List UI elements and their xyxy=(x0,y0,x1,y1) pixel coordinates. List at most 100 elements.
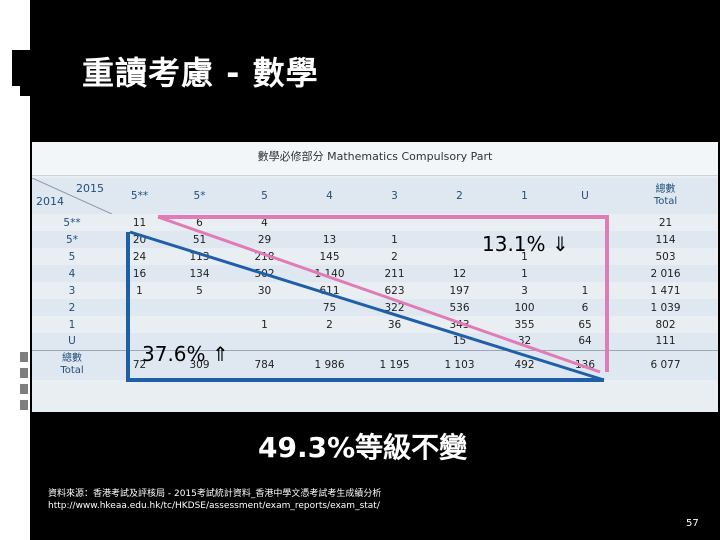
table-cell: 75 xyxy=(297,299,362,316)
table-cell: 211 xyxy=(362,265,427,282)
table-cell: 1 xyxy=(492,265,557,282)
table-cell: 6 xyxy=(557,299,613,316)
total-col-header: 總數 Total xyxy=(613,178,718,214)
table-cell: 5 xyxy=(196,284,203,297)
table-cell: 6 xyxy=(196,216,203,229)
results-table-image: 數學必修部分 Mathematics Compulsory Part 2015 … xyxy=(32,142,718,412)
table-cell: 2 xyxy=(326,318,333,331)
table-cell: 113 xyxy=(189,250,210,263)
source-url: http://www.hkeaa.edu.hk/tc/HKDSE/assessm… xyxy=(48,501,380,511)
table-cell: 1 xyxy=(261,318,268,331)
table-row: 3 1 5 30 611 623 197 3 1 1 471 xyxy=(32,282,718,299)
total-col-label-zh: 總數 xyxy=(655,184,676,195)
table-cell xyxy=(112,299,167,316)
table-body: 5** 11 6 4 21 5* 20 51 29 13 1 114 5 24 113 218 145 2 1 503… xyxy=(32,214,718,350)
table-row: U 15 32 64 111 xyxy=(32,333,718,350)
source-line: 資料來源：香港考試及評核局 - 2015考試統計資料_香港中學文憑考試考生成績分… xyxy=(48,489,382,499)
table-cell: 3 xyxy=(521,284,528,297)
table-row: 1 1 2 36 343 355 65 802 xyxy=(32,316,718,333)
table-cell: 51 xyxy=(167,231,232,248)
col-header: 5 xyxy=(232,178,297,214)
table-row: 5 24 113 218 145 2 1 503 xyxy=(32,248,718,265)
table-cell: 197 xyxy=(449,284,470,297)
column-total: 1 195 xyxy=(362,349,427,380)
col-header: 4 xyxy=(297,178,362,214)
table-cell: 1 xyxy=(581,284,589,297)
total-row-label-zh: 總數 xyxy=(62,353,82,365)
corner-diagonal xyxy=(32,178,112,214)
lower-percentage: 37.6% ⇑ xyxy=(142,342,229,366)
table-header-row: 2015 2014 5** 5* 5 4 3 2 1 U 總數 Total xyxy=(32,178,718,214)
table-caption-strip: 數學必修部分 Mathematics Compulsory Part xyxy=(32,142,718,176)
table-cell: 611 xyxy=(319,284,340,297)
table-cell: 1 140 xyxy=(297,265,362,282)
row-header: 5 xyxy=(68,250,76,263)
table-cell: 355 xyxy=(514,318,535,331)
table-cell: 13 xyxy=(297,231,362,248)
upper-percentage: 13.1% ⇓ xyxy=(482,232,569,256)
table-cell xyxy=(167,316,232,333)
row-header: 5* xyxy=(32,231,112,248)
table-cell: 623 xyxy=(384,284,405,297)
table-row: 5* 20 51 29 13 1 114 xyxy=(32,231,718,248)
table-cell: 32 xyxy=(492,333,557,350)
strip-mark xyxy=(20,400,28,410)
col-header: 1 xyxy=(492,178,557,214)
table-cell: 20 xyxy=(112,231,167,248)
source-citation: 資料來源：香港考試及評核局 - 2015考試統計資料_香港中學文憑考試考生成績分… xyxy=(48,488,381,512)
table-row: 2 75 322 536 100 6 1 039 xyxy=(32,299,718,316)
table-cell: 536 xyxy=(427,299,492,316)
table-cell: 24 xyxy=(132,250,147,263)
table-cell: 11 xyxy=(132,216,147,229)
strip-block-notch xyxy=(20,86,30,96)
row-total: 1 471 xyxy=(650,284,681,297)
table-cell: 100 xyxy=(492,299,557,316)
column-total: 492 xyxy=(492,349,557,380)
table-cell: 65 xyxy=(578,318,592,331)
table-cell: 4 xyxy=(261,216,268,229)
table-cell: 36 xyxy=(387,318,402,331)
table-total-row: 總數 Total 72 309 784 1 986 1 195 1 103 49… xyxy=(32,349,718,380)
table-cell: 12 xyxy=(427,265,492,282)
table-cell: 134 xyxy=(167,265,232,282)
table-cell xyxy=(492,214,557,231)
grade-transition-table: 2015 2014 5** 5* 5 4 3 2 1 U 總數 Total 5*… xyxy=(32,178,718,380)
row-total: 503 xyxy=(655,250,676,263)
col-header: 3 xyxy=(362,178,427,214)
col-header: U xyxy=(557,178,613,214)
upper-pct-value: 13.1% xyxy=(482,232,546,256)
total-row-label-en: Total xyxy=(60,365,84,377)
row-total: 1 039 xyxy=(613,299,718,316)
table-cell: 1 xyxy=(362,231,427,248)
slide-title: 重讀考慮 - 數學 xyxy=(82,54,319,92)
col-header: 2 xyxy=(427,178,492,214)
table-cell: 218 xyxy=(254,250,275,263)
table-cell: 145 xyxy=(319,250,340,263)
strip-mark xyxy=(20,352,28,362)
table-cell xyxy=(167,299,232,316)
table-row: 5** 11 6 4 21 xyxy=(32,214,718,231)
row-total: 21 xyxy=(658,216,673,229)
summary-text: 49.3%等級不變 xyxy=(258,431,468,464)
left-decor-strip xyxy=(0,0,30,540)
column-total: 1 986 xyxy=(297,349,362,380)
page-number: 57 xyxy=(686,518,699,529)
table-cell: 15 xyxy=(427,333,492,350)
table-cell: 502 xyxy=(232,265,297,282)
up-arrow-icon: ⇑ xyxy=(211,342,229,366)
table-cell: 322 xyxy=(362,299,427,316)
table-cell xyxy=(112,316,167,333)
table-cell xyxy=(557,265,613,282)
table-cell: 29 xyxy=(232,231,297,248)
strip-mark xyxy=(20,384,28,394)
row-total: 111 xyxy=(613,333,718,350)
col-header: 5** xyxy=(112,178,167,214)
down-arrow-icon: ⇓ xyxy=(551,232,569,256)
column-total: 1 103 xyxy=(427,349,492,380)
table-cell: 30 xyxy=(257,284,272,297)
table-cell xyxy=(297,333,362,350)
row-total: 802 xyxy=(655,318,676,331)
column-total: 136 xyxy=(557,349,613,380)
grand-total: 6 077 xyxy=(613,349,718,380)
row-header: U xyxy=(32,333,112,350)
